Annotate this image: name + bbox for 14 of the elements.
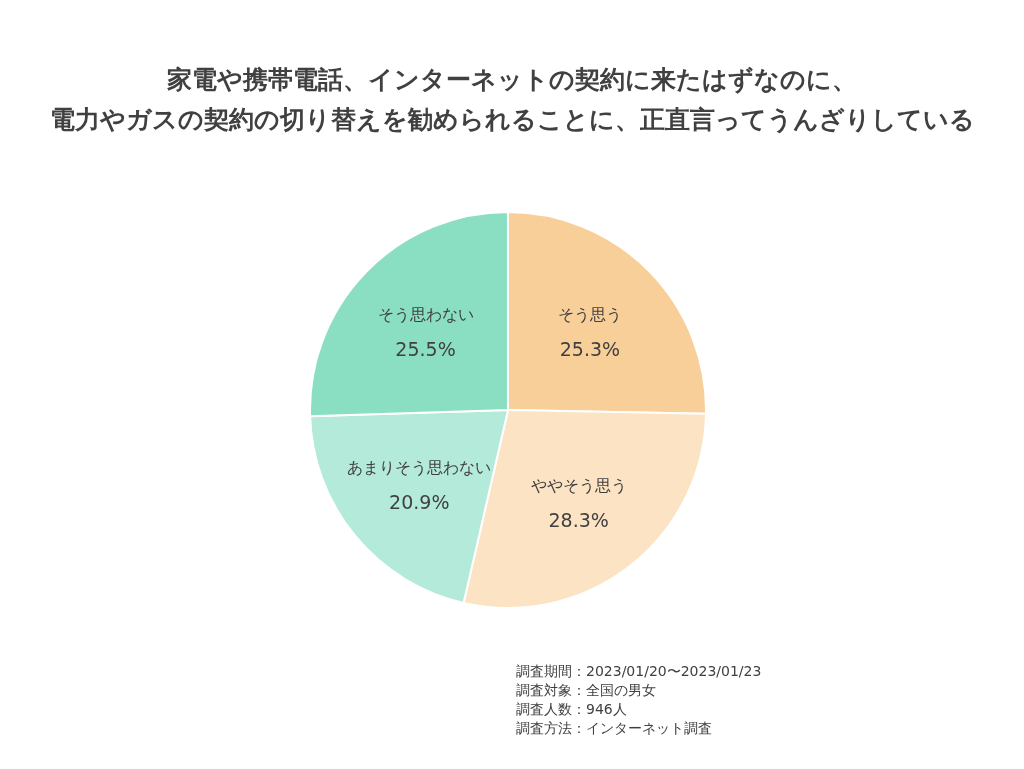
slice-label: そう思う bbox=[557, 304, 622, 324]
slice-label: そう思わない bbox=[377, 305, 474, 325]
text: 調査対象：全国の男女 bbox=[516, 682, 656, 698]
text: 調査人数：946人 bbox=[516, 701, 627, 717]
slice-label: あまりそう思わない bbox=[347, 457, 492, 477]
data-label: 20.9% bbox=[389, 490, 450, 513]
data-label: 25.5% bbox=[395, 338, 456, 361]
text: 調査方法：インターネット調査 bbox=[516, 720, 712, 736]
data-label: 28.3% bbox=[548, 508, 609, 531]
chart-subtitle: 電力やガスの契約の切り替えを勧められることに、正直言ってうんざりしている bbox=[49, 105, 975, 134]
text: 調査期間：2023/01/20〜2023/01/23 bbox=[516, 663, 762, 679]
slice-label: ややそう思う bbox=[530, 475, 627, 495]
data-label: 25.3% bbox=[559, 337, 621, 360]
chart-title: 家電や携帯電話、インターネットの契約に来たはずなのに、 bbox=[166, 65, 857, 94]
